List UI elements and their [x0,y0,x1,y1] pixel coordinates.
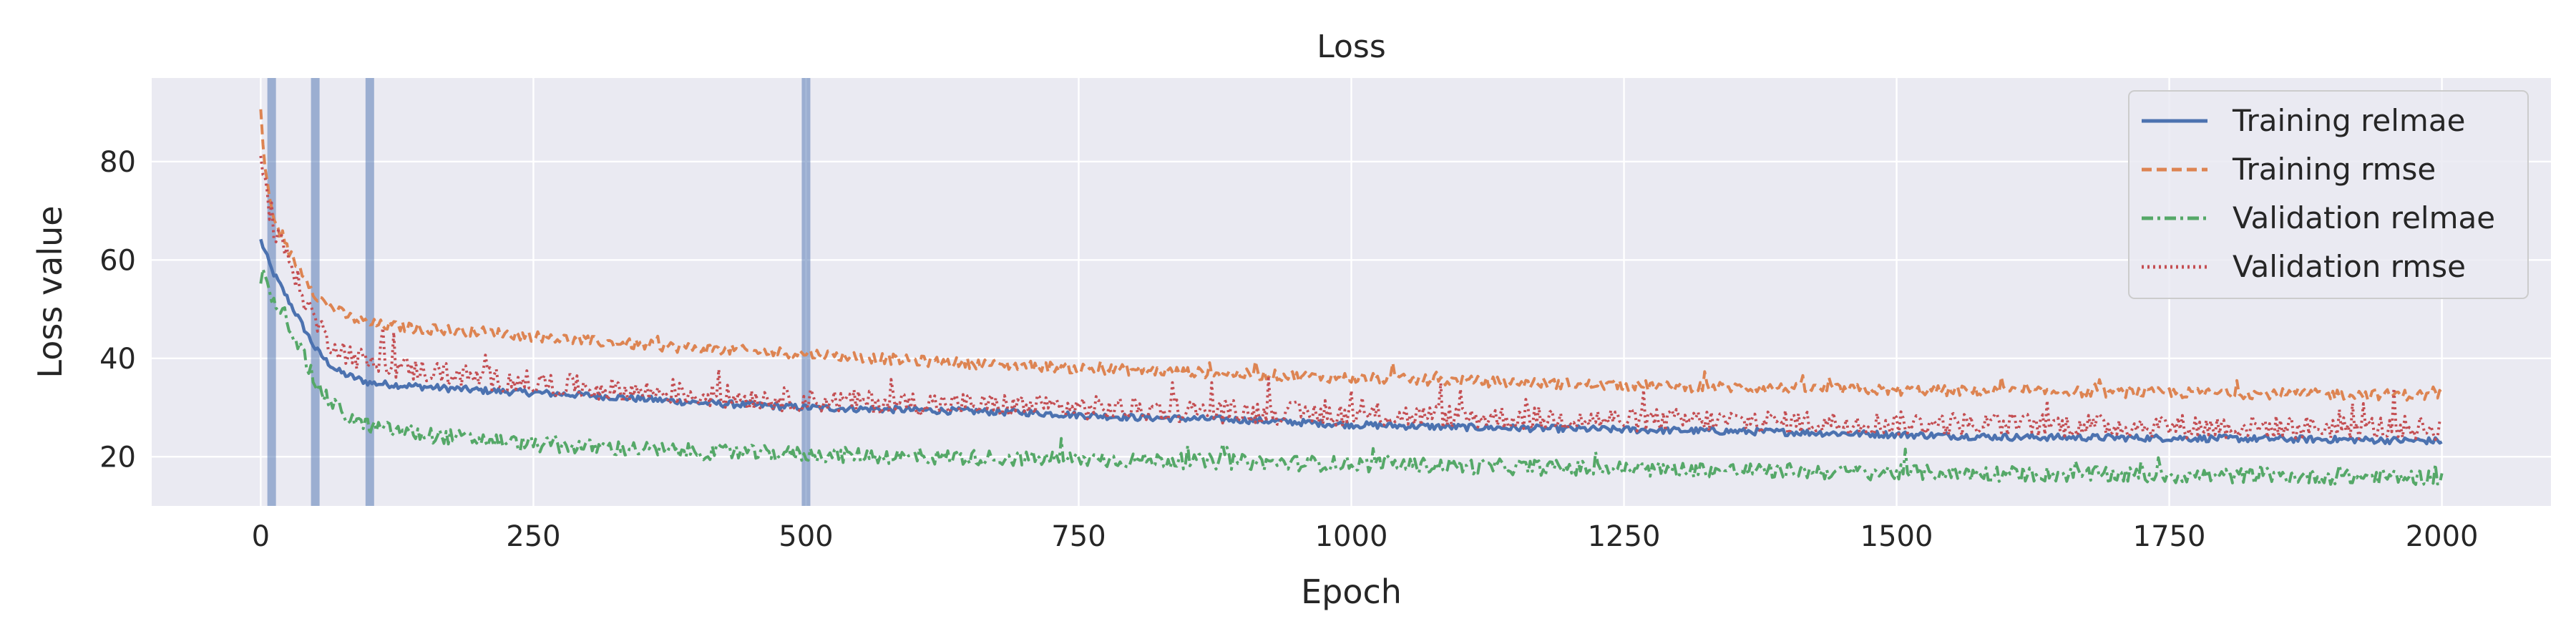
y-tick-label: 20 [99,441,136,474]
y-tick-label: 40 [99,343,136,376]
x-tick-label: 1250 [1588,520,1661,553]
tick-labels: 0 250 500 750 1000 1250 1500 1750 2000 20 40 60 80 [99,146,2478,553]
series-line-validation-relmae [259,268,2444,487]
legend-label-validation-rmse: Validation rmse [2233,249,2466,284]
series-line-training-rmse [259,109,2444,402]
legend-label-training-relmae: Training relmae [2232,103,2465,138]
x-tick-label: 750 [1051,520,1106,553]
x-tick-label: 1750 [2133,520,2206,553]
legend: Training relmae Training rmse Validation… [2128,90,2529,299]
x-tick-label: 0 [252,520,270,553]
y-tick-label: 80 [99,146,136,179]
x-tick-label: 250 [506,520,560,553]
vertical-markers [267,78,811,506]
series-line-training-relmae [259,238,2443,446]
x-axis-label: Epoch [1301,572,1402,611]
y-tick-label: 60 [99,244,136,277]
legend-label-training-rmse: Training rmse [2232,152,2436,187]
legend-box [2128,90,2529,299]
legend-label-validation-relmae: Validation relmae [2233,200,2495,235]
y-axis-label: Loss value [31,205,69,378]
x-tick-label: 1500 [1860,520,1933,553]
chart-title: Loss [1317,29,1386,65]
series-lines [259,109,2444,487]
x-tick-label: 2000 [2406,520,2479,553]
x-tick-label: 1000 [1315,520,1388,553]
x-tick-label: 500 [779,520,833,553]
